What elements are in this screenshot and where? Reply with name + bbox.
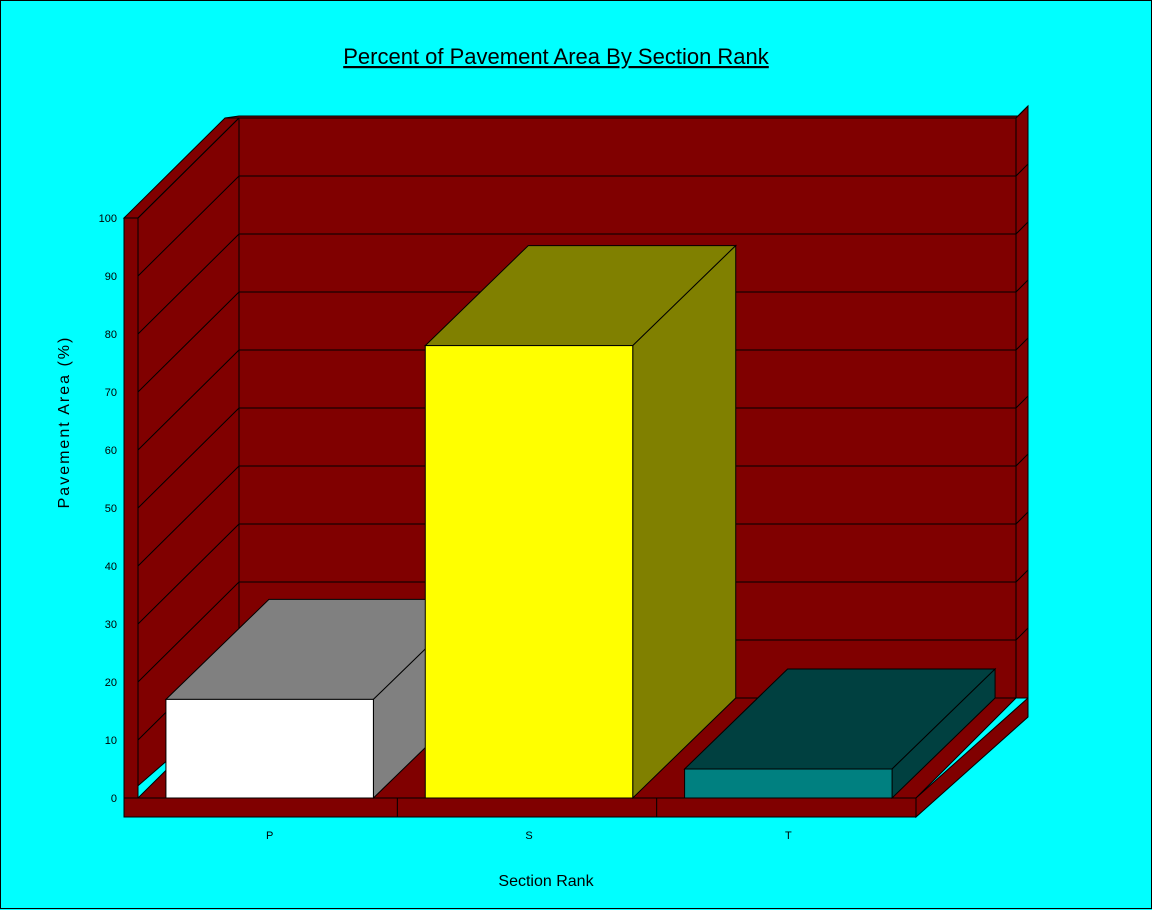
gridline-back-edge bbox=[1015, 395, 1029, 409]
gridline-back-edge bbox=[1015, 279, 1029, 293]
chart-title: Percent of Pavement Area By Section Rank bbox=[343, 44, 770, 69]
bar-front bbox=[424, 345, 634, 799]
y-axis-ticks: 0 10 20 30 40 50 60 70 80 90 100 bbox=[99, 213, 117, 805]
bars bbox=[164, 244, 997, 800]
y-axis-title: Pavement Area (%) bbox=[56, 336, 73, 509]
gridline-back-edge bbox=[1015, 105, 1029, 119]
x-tick-label: P bbox=[266, 830, 273, 842]
y-tick-label: 80 bbox=[105, 329, 117, 341]
gridline-side bbox=[137, 581, 240, 683]
bar-T bbox=[683, 667, 997, 800]
y-tick-label: 100 bbox=[99, 213, 117, 225]
gridline-back-edge bbox=[1015, 337, 1029, 351]
gridline-side bbox=[137, 523, 240, 625]
y-tick-label: 40 bbox=[105, 561, 117, 573]
gridline-side bbox=[137, 291, 240, 393]
gridline-side bbox=[137, 407, 240, 509]
y-tick-label: 90 bbox=[105, 271, 117, 283]
side-wall-edge bbox=[123, 217, 139, 799]
gridline-back-edge bbox=[1015, 221, 1029, 235]
gridline-back-edge bbox=[1015, 511, 1029, 525]
bar-front bbox=[165, 698, 374, 799]
y-tick-label: 20 bbox=[105, 677, 117, 689]
floor-front bbox=[123, 797, 917, 818]
floor-side bbox=[915, 696, 1029, 819]
gridline-back-edge bbox=[1015, 453, 1029, 467]
y-tick-label: 50 bbox=[105, 503, 117, 515]
gridline-side bbox=[137, 117, 240, 219]
x-axis-title: Section Rank bbox=[498, 873, 594, 890]
gridline-side bbox=[137, 175, 240, 277]
gridline-side bbox=[137, 465, 240, 567]
y-tick-label: 60 bbox=[105, 445, 117, 457]
y-tick-label: 10 bbox=[105, 735, 117, 747]
y-tick-label: 70 bbox=[105, 387, 117, 399]
y-tick-label: 0 bbox=[111, 793, 117, 805]
gridline-side bbox=[137, 233, 240, 335]
gridline-back-edge bbox=[1015, 627, 1029, 641]
x-tick-label: S bbox=[525, 830, 532, 842]
y-tick-label: 30 bbox=[105, 619, 117, 631]
gridline-back-edge bbox=[1015, 163, 1029, 177]
bar-S bbox=[424, 244, 737, 800]
bar-front bbox=[684, 768, 893, 799]
gridline-side bbox=[137, 349, 240, 451]
x-tick-label: T bbox=[785, 830, 792, 842]
gridline-back-edge bbox=[1015, 569, 1029, 583]
